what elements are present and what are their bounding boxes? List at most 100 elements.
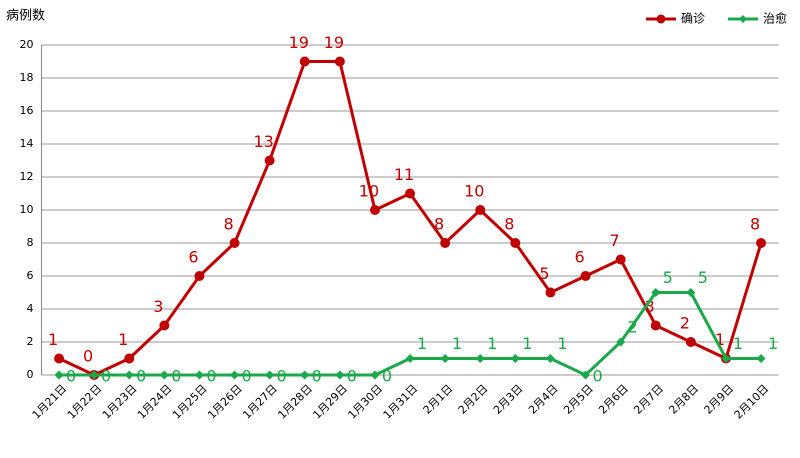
y-tick-label: 16 xyxy=(20,104,34,117)
data-label: 10 xyxy=(359,182,379,201)
x-tick-label: 1月28日 xyxy=(275,382,315,422)
point xyxy=(545,287,556,298)
data-label: 0 xyxy=(101,367,111,386)
x-tick-label: 2月4日 xyxy=(526,382,561,417)
data-label: 1 xyxy=(452,334,462,353)
x-tick-label: 2月8日 xyxy=(666,382,701,417)
data-label: 0 xyxy=(66,367,76,386)
point xyxy=(650,320,661,331)
point xyxy=(405,354,415,363)
data-label: 0 xyxy=(136,367,146,386)
point xyxy=(510,354,520,363)
x-tick-label: 1月24日 xyxy=(135,382,175,422)
data-label: 8 xyxy=(223,215,233,234)
point xyxy=(335,370,345,380)
y-tick-label: 6 xyxy=(27,269,34,282)
data-label: 1 xyxy=(417,334,427,353)
point xyxy=(615,254,626,265)
point xyxy=(756,354,766,363)
data-label: 5 xyxy=(539,264,549,283)
point xyxy=(440,238,451,248)
x-tick-label: 1月23日 xyxy=(100,382,140,422)
point xyxy=(721,354,731,363)
point xyxy=(299,56,310,67)
x-tick-label: 1月30日 xyxy=(346,382,386,422)
x-tick-label: 2月6日 xyxy=(596,382,631,417)
y-axis-label: 病例数 xyxy=(6,9,45,24)
x-tick-label: 1月21日 xyxy=(30,382,70,422)
y-tick-label: 10 xyxy=(20,203,34,216)
x-tick-label: 2月1日 xyxy=(421,382,456,417)
point xyxy=(54,353,65,364)
data-label: 0 xyxy=(312,367,322,386)
data-label: 3 xyxy=(153,297,163,316)
y-tick-label: 20 xyxy=(20,38,34,51)
legend-label: 确诊 xyxy=(681,12,705,26)
point xyxy=(475,205,486,215)
data-label: 0 xyxy=(206,367,216,386)
data-label: 8 xyxy=(750,215,760,234)
point xyxy=(300,370,310,380)
point xyxy=(54,370,64,380)
y-tick-label: 0 xyxy=(27,368,34,381)
y-tick-label: 18 xyxy=(20,71,34,84)
point xyxy=(440,354,450,363)
data-label: 1 xyxy=(557,334,567,353)
point xyxy=(756,238,767,248)
x-tick-label: 2月3日 xyxy=(491,382,526,417)
data-label: 0 xyxy=(347,367,357,386)
point xyxy=(229,238,240,248)
data-label: 2 xyxy=(628,318,638,337)
point xyxy=(194,370,204,380)
data-label: 1 xyxy=(118,330,128,349)
data-label: 0 xyxy=(83,347,93,366)
x-tick-label: 2月2日 xyxy=(456,382,491,417)
point xyxy=(159,370,169,380)
data-label: 3 xyxy=(645,297,655,316)
data-label: 11 xyxy=(394,165,414,184)
data-label: 1 xyxy=(522,334,532,353)
point xyxy=(545,354,555,363)
data-label: 1 xyxy=(715,330,725,349)
data-label: 7 xyxy=(610,231,620,250)
point xyxy=(686,288,696,297)
x-tick-label: 1月27日 xyxy=(240,382,280,422)
data-label: 1 xyxy=(768,334,778,353)
point xyxy=(510,238,521,248)
y-tick-label: 8 xyxy=(27,236,34,249)
x-tick-label: 2月9日 xyxy=(702,382,737,417)
legend-marker xyxy=(656,14,666,24)
point xyxy=(370,370,380,380)
data-label: 5 xyxy=(663,268,673,287)
y-tick-label: 14 xyxy=(20,137,34,150)
x-tick-label: 1月26日 xyxy=(205,382,245,422)
point xyxy=(159,320,170,331)
point xyxy=(405,188,416,199)
y-tick-label: 2 xyxy=(27,335,34,348)
data-label: 6 xyxy=(188,248,198,267)
point xyxy=(685,337,696,347)
data-label: 13 xyxy=(253,132,273,151)
data-label: 5 xyxy=(698,268,708,287)
data-label: 10 xyxy=(464,182,484,201)
data-label: 0 xyxy=(171,367,181,386)
point xyxy=(124,370,134,380)
point xyxy=(230,370,240,380)
data-label: 1 xyxy=(48,330,58,349)
x-tick-label: 2月10日 xyxy=(732,382,772,422)
data-label: 8 xyxy=(504,215,514,234)
data-label: 0 xyxy=(277,367,287,386)
data-label: 6 xyxy=(574,248,584,267)
x-tick-label: 1月31日 xyxy=(381,382,421,422)
x-tick-label: 2月7日 xyxy=(631,382,666,417)
data-label: 1 xyxy=(733,334,743,353)
data-label: 0 xyxy=(382,367,392,386)
x-tick-label: 1月25日 xyxy=(170,382,210,422)
x-tick-label: 1月29日 xyxy=(310,382,350,422)
data-label: 1 xyxy=(487,334,497,353)
y-tick-label: 12 xyxy=(20,170,34,183)
data-label: 0 xyxy=(241,367,251,386)
point xyxy=(89,370,99,380)
data-label: 19 xyxy=(324,33,344,52)
